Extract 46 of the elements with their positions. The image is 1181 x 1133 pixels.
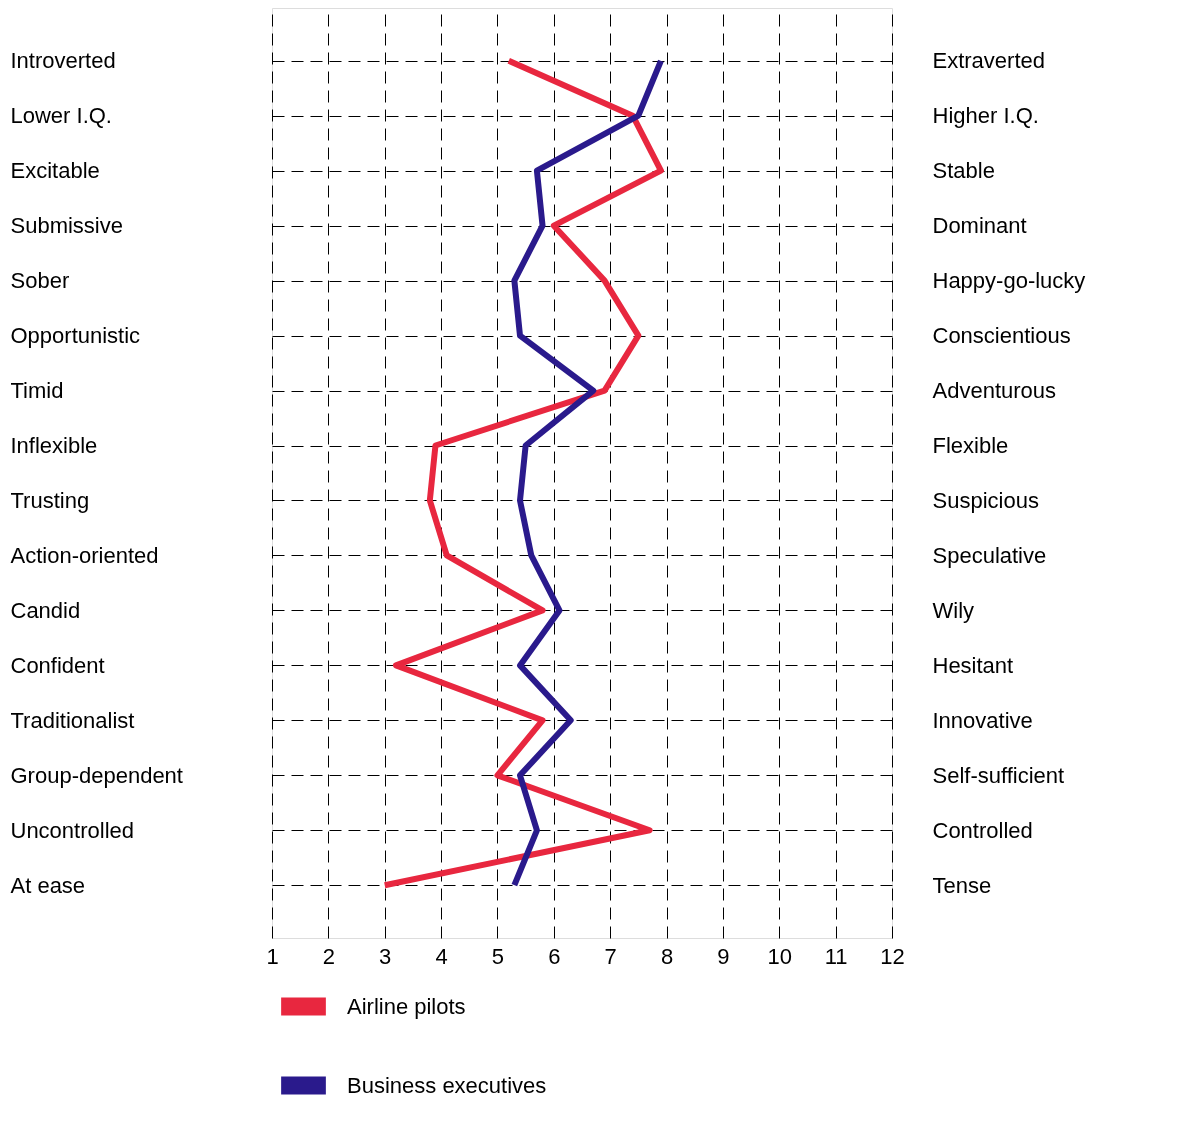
x-tick-label: 1 (266, 943, 279, 969)
x-tick-label: 6 (548, 943, 561, 969)
x-tick-label: 10 (767, 943, 793, 969)
y-tick-label: Group-dependent (10, 762, 183, 788)
y-tick-label: Sober (10, 268, 70, 294)
y-tick-label: Opportunistic (10, 323, 141, 349)
x-tick-label: 9 (717, 943, 730, 969)
y-tick-label: Submissive (10, 213, 123, 239)
y-tick-label: Action-oriented (10, 542, 159, 568)
x-tick-label: 11 (824, 943, 848, 969)
y2-tick-label: Self-sufficient (932, 762, 1065, 788)
y-tick-label: Uncontrolled (10, 817, 135, 843)
y2-tick-label: Hesitant (932, 652, 1014, 678)
y-tick-label: Traditionalist (10, 707, 135, 733)
y2-tick-label: Wily (932, 597, 975, 623)
y-tick-label: At ease (10, 872, 86, 898)
y2-tick-label: Speculative (932, 542, 1047, 568)
y2-tick-label: Stable (932, 158, 995, 184)
y2-tick-label: Adventurous (932, 378, 1057, 404)
y2-tick-label: Higher I.Q. (932, 103, 1039, 129)
y-tick-label: Excitable (10, 158, 100, 184)
y-tick-label: Inflexible (10, 433, 98, 459)
y2-tick-label: Tense (932, 872, 992, 898)
y-tick-label: Timid (10, 378, 64, 404)
x-tick-label: 5 (491, 943, 505, 969)
y2-tick-label: Innovative (932, 707, 1033, 733)
legend-label: Airline pilots (347, 993, 466, 1019)
x-tick-label: 4 (435, 943, 448, 969)
x-tick-label: 2 (322, 943, 335, 969)
y-tick-label: Trusting (10, 487, 90, 513)
y-tick-label: Lower I.Q. (10, 103, 112, 129)
y-tick-label: Introverted (10, 48, 116, 74)
y2-tick-label: Happy-go-lucky (932, 268, 1086, 294)
x-tick-label: 12 (880, 943, 905, 969)
x-tick-label: 8 (660, 943, 674, 969)
y2-tick-label: Flexible (932, 433, 1009, 459)
y-tick-label: Candid (10, 597, 81, 623)
y2-tick-label: Controlled (932, 817, 1033, 843)
x-tick-label: 3 (379, 943, 392, 969)
y2-tick-label: Suspicious (932, 487, 1039, 513)
x-tick-label: 7 (604, 943, 617, 969)
legend-label: Business executives (347, 1072, 547, 1098)
y2-tick-label: Extraverted (932, 48, 1045, 74)
y2-tick-label: Conscientious (932, 323, 1071, 349)
y-tick-label: Confident (10, 652, 105, 678)
y2-tick-label: Dominant (932, 213, 1027, 239)
